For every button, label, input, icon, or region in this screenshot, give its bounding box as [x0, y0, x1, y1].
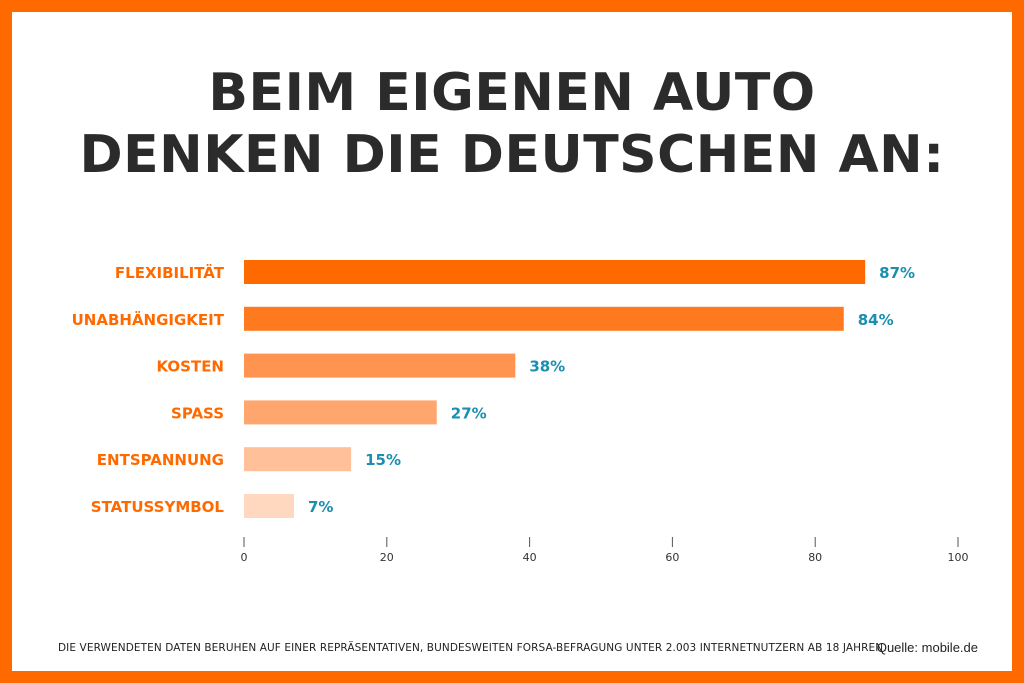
- value-label: 38%: [529, 358, 565, 376]
- category-label: STATUSSYMBOL: [91, 498, 225, 516]
- bar: [244, 447, 352, 472]
- category-label: UNABHÄNGIGKEIT: [72, 310, 225, 329]
- bars-group: FLEXIBILITÄT 87% UNABHÄNGIGKEIT 84% KOSTEN 38…: [72, 260, 915, 518]
- value-label: 15%: [365, 451, 401, 469]
- category-label: ENTSPANNUNG: [97, 451, 224, 469]
- x-tick-label: 100: [948, 551, 969, 564]
- x-tick-label: 80: [808, 551, 822, 564]
- source-label: Quelle: mobile.de: [876, 640, 978, 655]
- title-line-2: DENKEN DIE DEUTSCHEN AN:: [79, 125, 945, 185]
- x-tick-label: 20: [380, 551, 394, 564]
- category-label: SPASS: [171, 404, 224, 422]
- value-label: 27%: [451, 404, 487, 422]
- bar: [244, 306, 844, 331]
- bar: [244, 400, 437, 425]
- value-label: 84%: [858, 311, 894, 329]
- value-label: 87%: [879, 264, 915, 282]
- chart-title: BEIM EIGENEN AUTO DENKEN DIE DEUTSCHEN A…: [0, 62, 1024, 186]
- x-tick-label: 60: [665, 551, 679, 564]
- x-tick-label: 0: [241, 551, 248, 564]
- bar: [244, 353, 516, 378]
- bar: [244, 494, 294, 518]
- bar: [244, 260, 866, 284]
- category-label: KOSTEN: [156, 358, 224, 376]
- title-line-1: BEIM EIGENEN AUTO: [208, 63, 816, 123]
- category-label: FLEXIBILITÄT: [115, 263, 225, 282]
- value-label: 7%: [308, 498, 333, 516]
- x-axis: 0 20 40 60 80 100: [241, 537, 969, 564]
- x-tick-label: 40: [523, 551, 537, 564]
- footnote: DIE VERWENDETEN DATEN BERUHEN AUF EINER …: [58, 642, 887, 654]
